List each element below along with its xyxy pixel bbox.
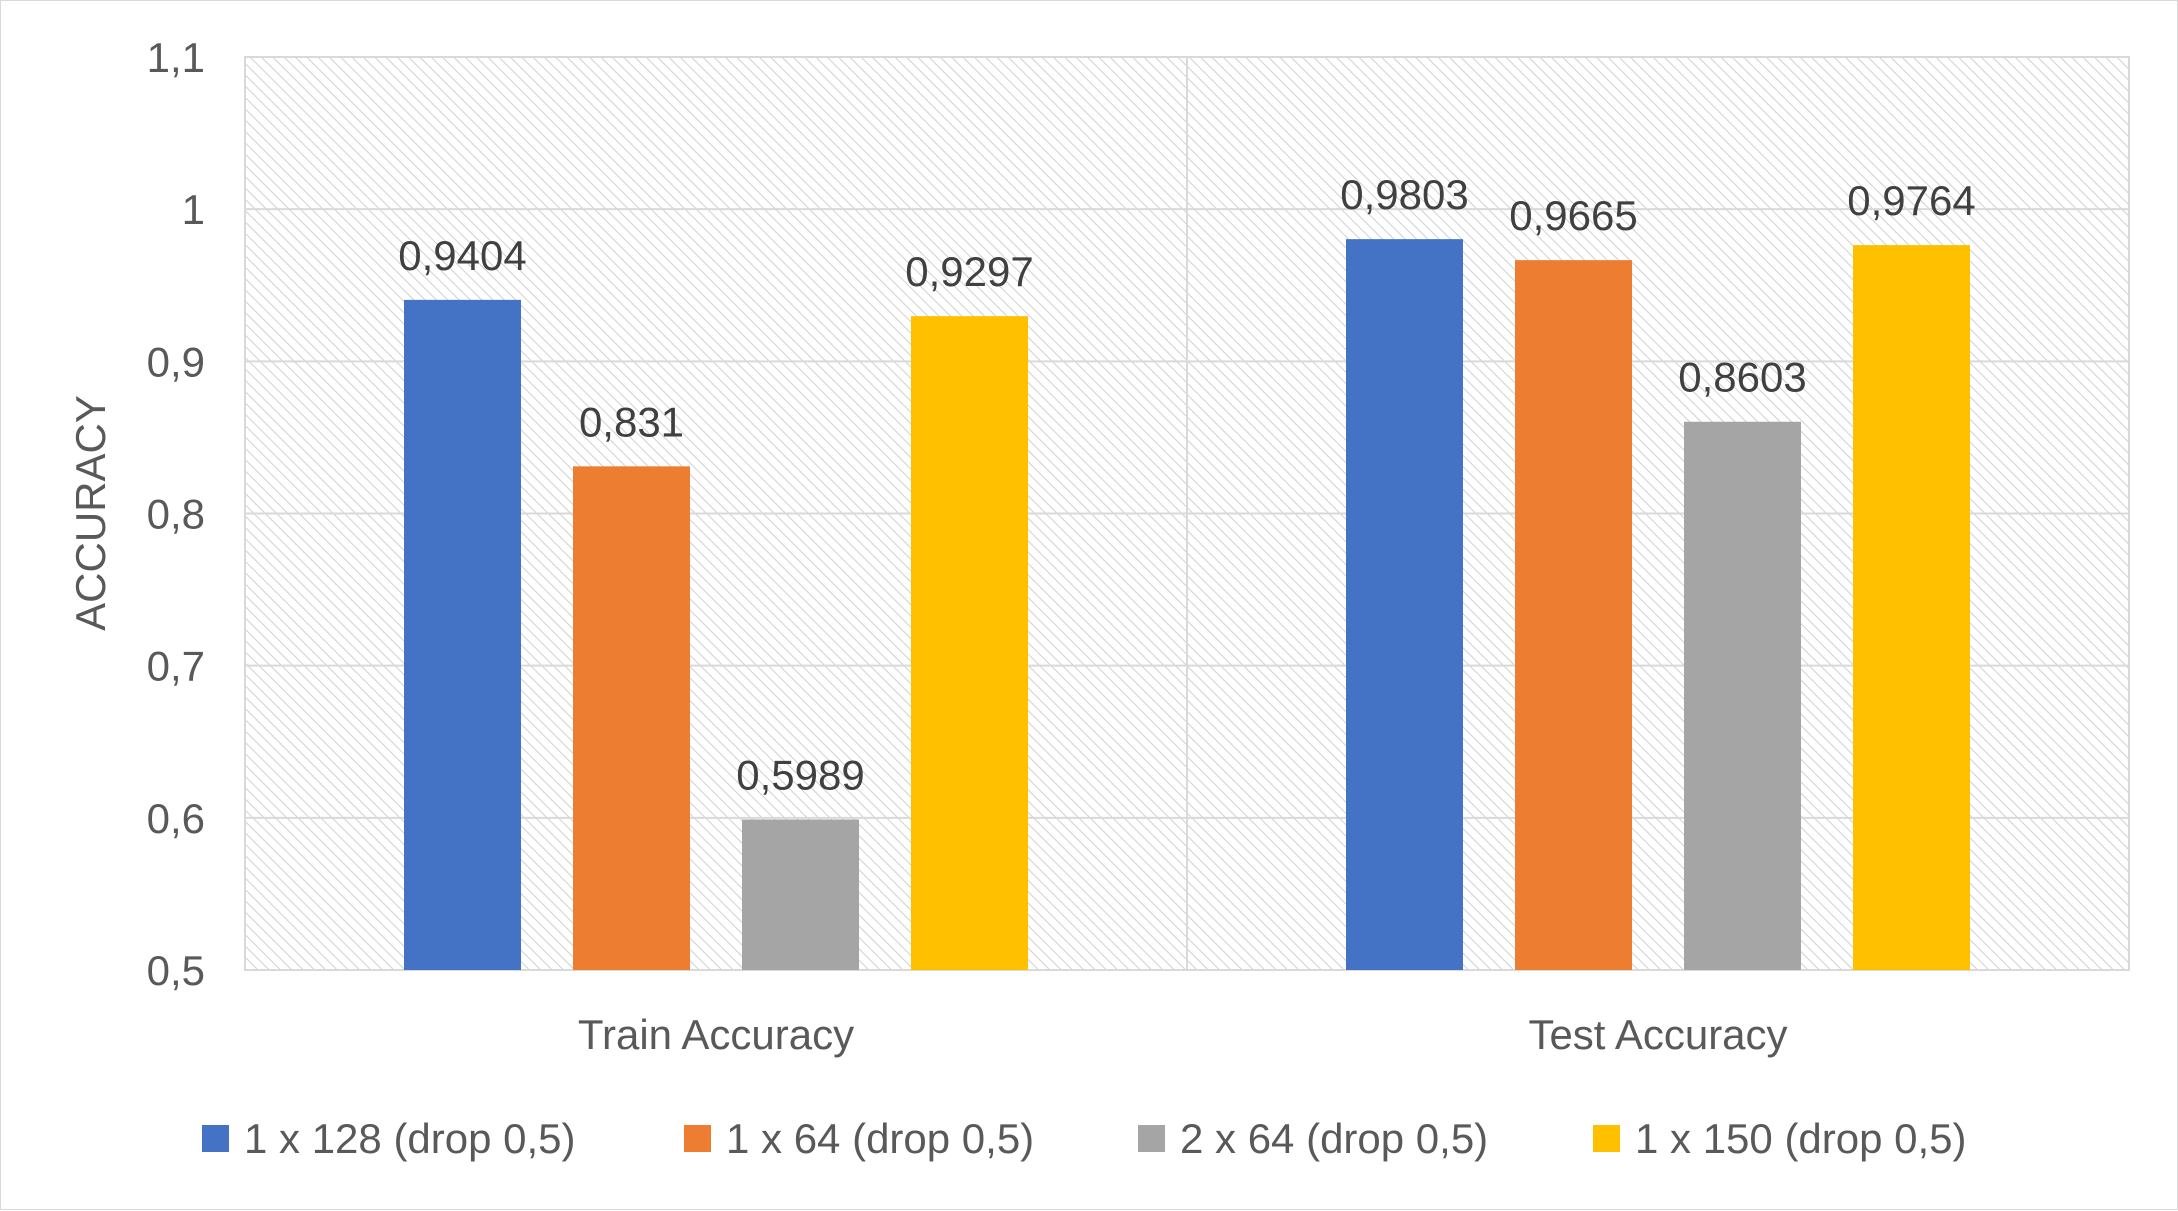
- legend-label: 2 x 64 (drop 0,5): [1180, 1115, 1488, 1162]
- data-label: 0,9297: [905, 248, 1033, 295]
- x-category-label: Train Accuracy: [578, 1011, 854, 1058]
- gridlines: [245, 56, 2129, 971]
- y-tick-label: 1: [182, 186, 205, 233]
- data-label: 0,8603: [1678, 354, 1806, 401]
- bar: [1346, 239, 1463, 970]
- legend-label: 1 x 64 (drop 0,5): [726, 1115, 1034, 1162]
- x-axis-categories: Train Accuracy Test Accuracy: [578, 1011, 1788, 1058]
- bar: [404, 299, 521, 970]
- bars: [404, 239, 1970, 971]
- data-label: 0,9803: [1340, 171, 1468, 218]
- bar: [911, 316, 1028, 970]
- bar: [742, 819, 859, 970]
- y-tick-label: 0,8: [147, 491, 205, 538]
- bar: [573, 466, 690, 970]
- legend-label: 1 x 128 (drop 0,5): [244, 1115, 576, 1162]
- legend-swatch: [1138, 1125, 1165, 1152]
- y-tick-label: 0,9: [147, 338, 205, 385]
- legend-swatch: [202, 1125, 229, 1152]
- data-label: 0,5989: [736, 752, 864, 799]
- x-category-label: Test Accuracy: [1528, 1011, 1787, 1058]
- y-tick-label: 1,1: [147, 34, 205, 81]
- bar: [1684, 421, 1801, 970]
- legend-swatch: [684, 1125, 711, 1152]
- y-axis-ticks: 0,5 0,6 0,7 0,8 0,9 1 1,1: [147, 34, 205, 994]
- legend-label: 1 x 150 (drop 0,5): [1635, 1115, 1967, 1162]
- legend: 1 x 128 (drop 0,5) 1 x 64 (drop 0,5) 2 x 6…: [202, 1115, 1967, 1162]
- data-label: 0,9764: [1847, 177, 1975, 224]
- legend-swatch: [1593, 1125, 1620, 1152]
- y-tick-label: 0,6: [147, 795, 205, 842]
- data-label: 0,831: [579, 398, 684, 445]
- y-tick-label: 0,5: [147, 947, 205, 994]
- data-label: 0,9404: [398, 232, 526, 279]
- y-tick-label: 0,7: [147, 643, 205, 690]
- bar: [1515, 260, 1632, 971]
- y-axis-title: ACCURACY: [67, 395, 114, 631]
- data-labels: 0,9404 0,831 0,5989 0,9297 0,9803 0,9665 0,860…: [398, 171, 1975, 798]
- data-label: 0,9665: [1509, 192, 1637, 239]
- bar: [1853, 245, 1970, 970]
